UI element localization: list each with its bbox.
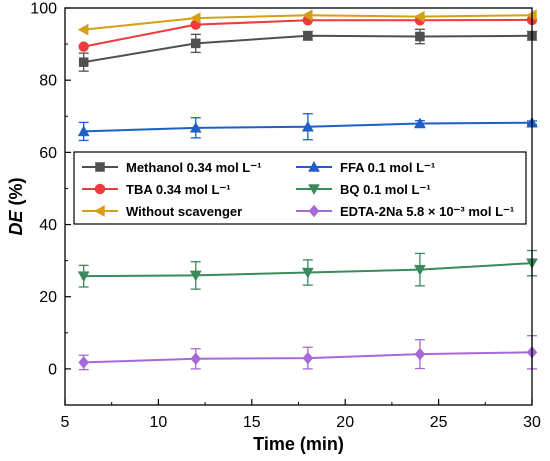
data-point — [78, 41, 89, 52]
data-point — [77, 271, 90, 283]
data-point — [189, 270, 202, 282]
y-axis-label: DE (%) — [6, 177, 26, 235]
legend: Methanol 0.34 mol L⁻¹ FFA 0.1 mol L⁻¹ TBA … — [73, 151, 527, 225]
y-axis-label-main: DE — [6, 210, 26, 236]
data-point — [413, 10, 425, 23]
x-tick-label: 15 — [243, 414, 261, 431]
legend-marker-2 — [93, 205, 105, 217]
legend-marker-1 — [94, 183, 106, 195]
markers-layer — [77, 9, 538, 369]
y-tick-label: 80 — [39, 73, 57, 90]
legend-label-2: Without scavenger — [126, 204, 242, 219]
x-tick-label: 25 — [430, 414, 448, 431]
legend-label-4: BQ 0.1 mol L⁻¹ — [340, 182, 431, 197]
x-tick-label: 20 — [336, 414, 354, 431]
y-tick-label: 60 — [39, 145, 57, 162]
y-tick-label: 40 — [39, 217, 57, 234]
legend-marker-4 — [308, 184, 320, 196]
y-tick-label: 20 — [39, 289, 57, 306]
y-tick-label: 100 — [30, 1, 57, 18]
legend-marker-3 — [308, 160, 320, 172]
data-point — [302, 351, 314, 365]
data-point — [77, 23, 89, 36]
x-tick-label: 30 — [523, 414, 541, 431]
legend-label-0: Methanol 0.34 mol L⁻¹ — [126, 160, 261, 175]
data-point — [189, 12, 201, 25]
axes-layer: 5 10 15 20 25 30 0 20 40 60 80 100 — [30, 1, 541, 432]
data-point — [414, 347, 426, 361]
x-axis-label: Time (min) — [253, 434, 344, 454]
data-point — [301, 9, 313, 22]
data-point — [189, 121, 202, 133]
legend-marker-0 — [95, 162, 105, 172]
data-point — [413, 264, 426, 276]
data-point — [301, 120, 314, 132]
x-tick-label: 10 — [150, 414, 168, 431]
y-axis-label-unit: (%) — [6, 177, 26, 210]
data-point — [190, 352, 202, 366]
data-point — [78, 356, 90, 369]
data-point — [415, 31, 425, 42]
data-point — [301, 267, 314, 279]
legend-marker-5 — [308, 204, 320, 218]
y-tick-label: 0 — [48, 361, 57, 378]
data-point — [303, 31, 313, 41]
legend-label-5: EDTA-2Na 5.8 × 10⁻³ mol L⁻¹ — [340, 204, 514, 219]
data-point — [78, 57, 89, 67]
data-point — [413, 117, 426, 129]
x-tick-label: 5 — [61, 414, 70, 431]
legend-label-1: TBA 0.34 mol L⁻¹ — [126, 182, 231, 197]
legend-label-3: FFA 0.1 mol L⁻¹ — [340, 160, 435, 175]
data-point — [191, 38, 201, 49]
data-point — [77, 125, 90, 137]
